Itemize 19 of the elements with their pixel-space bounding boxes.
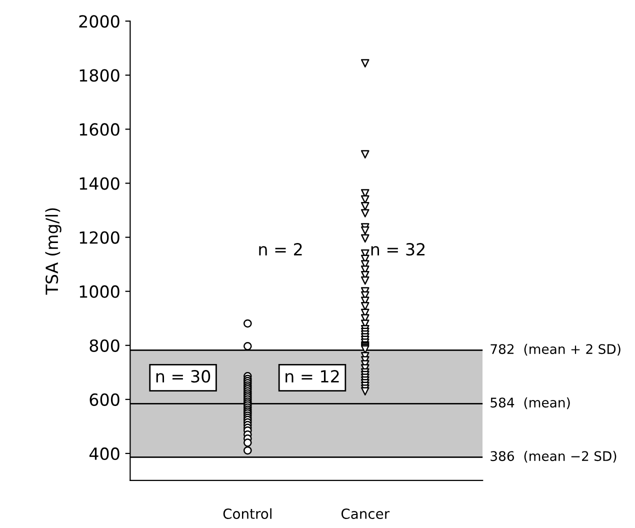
annotation: n = 2 (259, 243, 302, 256)
y-tick-label: 2000 (79, 15, 120, 28)
y-axis-title: TSA (mg/l) (45, 208, 62, 295)
y-tick-label: 1600 (80, 123, 120, 136)
x-tick-label: Cancer (341, 508, 390, 520)
y-tick-label: 1400 (80, 177, 120, 190)
ref-line-label: 386 (mean −2 SD) (490, 450, 616, 463)
annotation: n = 12 (286, 370, 339, 382)
ref-line-label: 584 (mean) (490, 397, 570, 410)
ref-line-label: 782 (mean + 2 SD) (490, 344, 620, 356)
x-tick-label: Control (223, 508, 272, 520)
y-tick-label: 800 (90, 339, 120, 352)
y-tick-label: 400 (89, 447, 120, 460)
annotation: n = 30 (156, 370, 210, 383)
y-tick-label: 1800 (80, 69, 120, 82)
y-tick-label: 1200 (80, 231, 120, 244)
y-tick-label: 600 (90, 393, 120, 406)
annotation: n = 32 (371, 243, 425, 256)
y-tick-label: 1000 (80, 285, 120, 298)
